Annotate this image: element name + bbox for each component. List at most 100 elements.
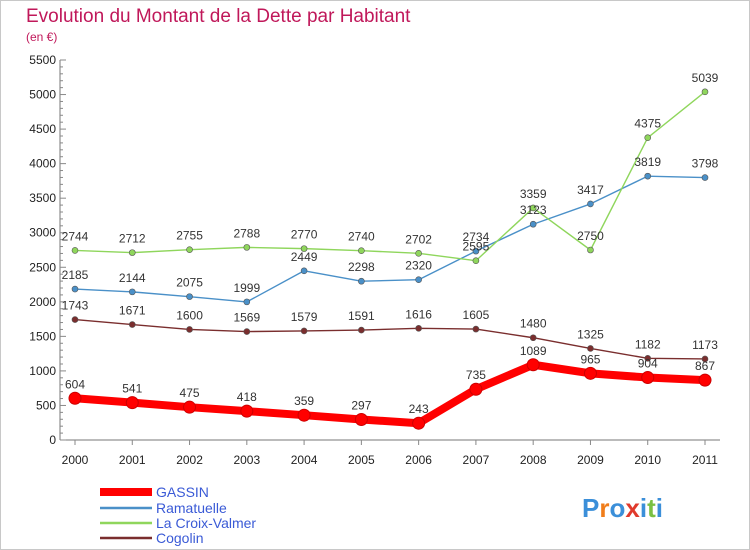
data-label: 604 — [65, 377, 85, 391]
data-point — [243, 244, 251, 251]
data-label: 2702 — [405, 232, 432, 246]
y-tick-label: 5500 — [29, 53, 56, 67]
data-point — [186, 326, 193, 333]
data-point — [641, 371, 655, 385]
logo-letter: i — [656, 493, 663, 523]
x-tick-label: 2006 — [405, 453, 432, 467]
data-point — [644, 355, 652, 362]
chart-title: Evolution du Montant de la Dette par Hab… — [26, 6, 411, 27]
logo-letter: r — [599, 493, 609, 523]
y-tick-label: 1000 — [29, 364, 56, 378]
data-point — [472, 325, 480, 333]
data-label: 541 — [122, 382, 142, 396]
logo-text: Proxiti — [582, 493, 663, 523]
y-tick-label: 4000 — [29, 157, 56, 171]
data-label: 1325 — [577, 327, 604, 341]
data-label: 1579 — [291, 310, 318, 324]
data-label: 3417 — [577, 183, 604, 197]
series-line-ramatuelle — [74, 175, 706, 303]
data-point — [701, 355, 709, 363]
data-label: 2320 — [405, 259, 432, 273]
x-tick-label: 2000 — [62, 453, 89, 467]
data-label: 1616 — [405, 307, 432, 321]
data-label: 2449 — [291, 250, 318, 264]
data-label: 2144 — [119, 271, 146, 285]
data-point — [583, 366, 597, 380]
data-point — [68, 391, 82, 405]
data-label: 2075 — [176, 276, 203, 290]
x-tick-label: 2008 — [520, 453, 547, 467]
data-point — [644, 172, 652, 180]
x-tick-label: 2011 — [692, 453, 718, 467]
data-point — [469, 382, 483, 396]
x-tick-label: 2005 — [348, 453, 375, 467]
data-point — [240, 404, 254, 418]
data-point — [472, 247, 480, 255]
data-label: 1591 — [348, 309, 375, 323]
data-labels-layer: 604 541 475 418 359 297 243 735 1089 965 904 867 218… — [62, 71, 719, 416]
data-point — [300, 327, 308, 335]
data-point — [300, 267, 308, 275]
data-label: 1605 — [463, 308, 490, 322]
x-tick-label: 2009 — [577, 453, 604, 467]
data-label: 3123 — [520, 203, 547, 217]
data-label: 2712 — [119, 232, 146, 246]
data-label: 2744 — [62, 229, 89, 243]
data-point — [644, 134, 652, 142]
data-point — [186, 293, 193, 300]
data-point — [128, 288, 136, 296]
data-point — [472, 257, 480, 265]
y-tick-label: 5000 — [29, 88, 56, 102]
logo-letter: t — [647, 493, 656, 523]
data-label: 2755 — [176, 229, 203, 243]
y-tick-label: 2000 — [29, 295, 56, 309]
data-label: 1089 — [520, 344, 547, 358]
data-point — [415, 276, 422, 284]
legend-entry: GASSIN — [156, 484, 209, 500]
data-label: 243 — [409, 402, 429, 416]
data-label: 735 — [466, 368, 486, 382]
data-label: 1480 — [520, 317, 547, 331]
x-tick-label: 2004 — [291, 453, 318, 467]
data-label: 1182 — [635, 337, 661, 351]
data-point — [587, 345, 594, 352]
x-tick-label: 2001 — [119, 453, 146, 467]
data-point — [412, 416, 426, 430]
data-point — [128, 249, 136, 256]
data-point — [529, 334, 537, 342]
data-point — [125, 396, 139, 410]
logo-letter: i — [640, 493, 647, 523]
y-tick-label: 500 — [36, 398, 56, 412]
axes: 0 500 1000 1500 2000 2500 3000 3500 4000 4500 5000… — [29, 53, 720, 467]
data-label: 359 — [294, 394, 314, 408]
data-label: 2185 — [62, 268, 89, 282]
data-label: 1569 — [233, 311, 260, 325]
data-point — [243, 298, 251, 306]
data-label: 418 — [237, 390, 257, 404]
x-tick-label: 2007 — [463, 453, 490, 467]
y-tick-label: 3500 — [29, 191, 56, 205]
data-label: 1173 — [692, 338, 718, 352]
data-point — [358, 326, 365, 334]
data-label: 3798 — [692, 157, 719, 171]
data-point — [587, 246, 594, 254]
data-point — [71, 316, 79, 323]
data-point — [358, 247, 365, 254]
series-line-gassin — [74, 360, 706, 428]
y-tick-label: 4500 — [29, 122, 56, 136]
data-point — [587, 200, 594, 208]
data-point — [128, 321, 136, 328]
data-label: 904 — [638, 357, 658, 371]
data-point — [529, 204, 537, 212]
x-tick-label: 2003 — [233, 453, 260, 467]
data-label: 965 — [580, 352, 600, 366]
y-tick-label: 2500 — [29, 260, 56, 274]
chart-subtitle: (en €) — [26, 30, 57, 44]
data-point — [358, 277, 365, 285]
series-layer — [68, 88, 712, 430]
data-label: 2788 — [233, 226, 260, 240]
